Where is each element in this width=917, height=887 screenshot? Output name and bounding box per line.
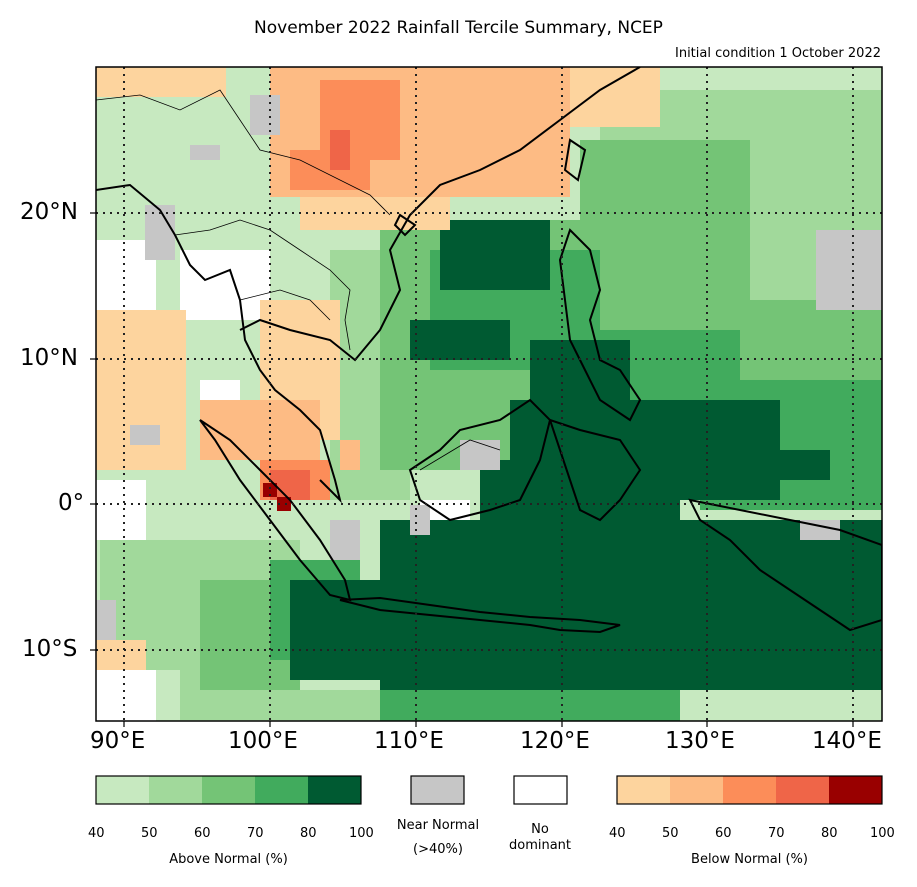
above-cb-tick: 70 xyxy=(247,826,264,841)
above-normal-80-100 xyxy=(290,220,882,690)
lon-tick-label: 140°E xyxy=(812,728,882,754)
borders xyxy=(96,89,501,471)
lon-tick-label: 130°E xyxy=(665,728,735,754)
lat-tick-label: 20°N xyxy=(20,199,78,225)
above-cb-tick: 100 xyxy=(349,826,374,841)
tick-marks xyxy=(90,212,854,727)
near-normal-swatch xyxy=(410,775,465,805)
coastlines xyxy=(96,67,882,634)
near-normal-label: Near Normal xyxy=(396,818,480,833)
map-frame xyxy=(95,66,883,722)
lon-tick-label: 120°E xyxy=(520,728,590,754)
below-cb-tick: 70 xyxy=(768,826,785,841)
below-cb-tick: 50 xyxy=(662,826,679,841)
lat-tick-label: 0° xyxy=(58,490,85,516)
above-cb-tick: 80 xyxy=(300,826,317,841)
below-cb-tick: 100 xyxy=(870,826,895,841)
no-dominant-swatch xyxy=(513,775,568,805)
above-cb-tick: 50 xyxy=(141,826,158,841)
below-normal-80-100 xyxy=(263,483,291,511)
no-dominant-label: No xyxy=(531,822,549,837)
above-cb-tick: 40 xyxy=(88,826,105,841)
below-cb-tick: 80 xyxy=(821,826,838,841)
below-cb-tick: 40 xyxy=(609,826,626,841)
map-title: November 2022 Rainfall Tercile Summary, … xyxy=(254,18,663,38)
below-normal-70-80 xyxy=(270,130,350,500)
below-normal-colorbar xyxy=(616,775,883,805)
above-normal-label: Above Normal (%) xyxy=(169,852,288,867)
above-normal-colorbar xyxy=(95,775,362,805)
below-cb-tick: 60 xyxy=(715,826,732,841)
near-normal-regions xyxy=(96,95,882,640)
below-normal-label: Below Normal (%) xyxy=(691,852,808,867)
above-cb-tick: 60 xyxy=(194,826,211,841)
initial-condition-subtitle: Initial condition 1 October 2022 xyxy=(675,46,881,61)
no-dominant-sublabel: dominant xyxy=(508,838,572,853)
lon-tick-label: 110°E xyxy=(374,728,444,754)
lon-tick-label: 90°E xyxy=(90,728,146,754)
near-normal-sublabel: (>40%) xyxy=(413,842,463,857)
lat-tick-label: 10°S xyxy=(22,636,78,662)
graticule xyxy=(96,67,882,721)
lon-tick-label: 100°E xyxy=(228,728,298,754)
lat-tick-label: 10°N xyxy=(20,345,78,371)
